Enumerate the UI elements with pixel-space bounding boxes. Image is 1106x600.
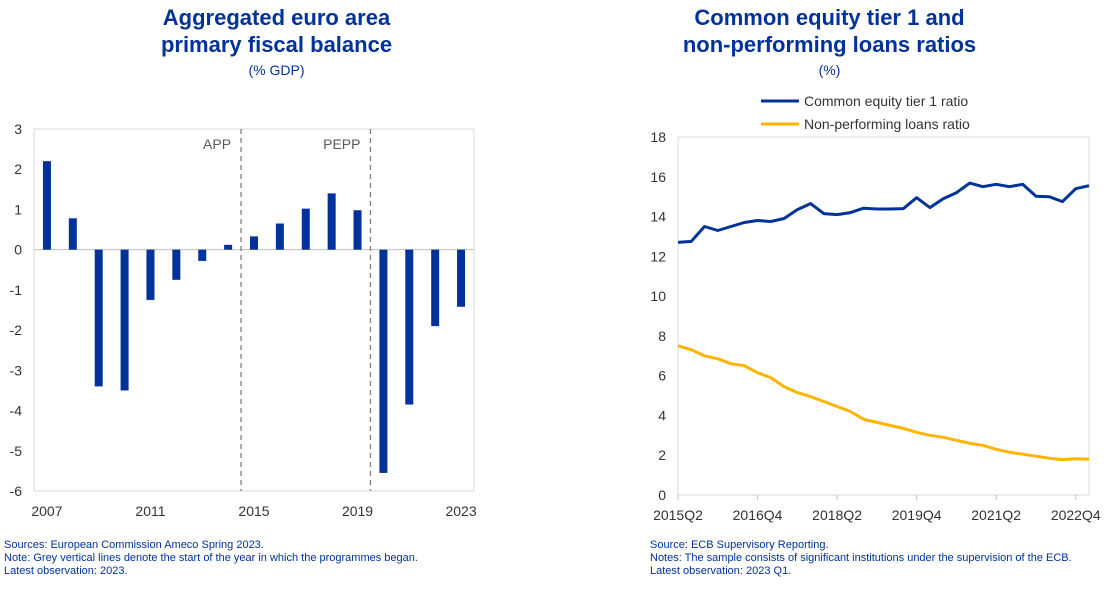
bar [353, 210, 362, 250]
right-chart-title: Common equity tier 1 and non-performing … [553, 4, 1106, 58]
bar [457, 249, 466, 307]
bar [275, 223, 284, 250]
y-tick-label: -4 [10, 403, 23, 419]
series-line [677, 344, 1090, 462]
fiscal-balance-bar-chart: 3 2 1 0 -1 -2 -3 -4 -5 -6 APP PEPP 2007 2011 2015 2019 2… [10, 121, 477, 519]
y-tick-label: 3 [14, 121, 22, 137]
legend-label: Common equity tier 1 ratio [804, 93, 968, 109]
bar [250, 236, 258, 250]
y-tick-label: -1 [10, 282, 23, 298]
left-title-line-2: primary fiscal balance [160, 32, 393, 57]
bar [68, 218, 77, 250]
y-tick-label: 0 [14, 242, 22, 258]
cet1-npl-panel: Common equity tier 1 and non-performing … [553, 0, 1106, 600]
x-tick-label: 2023 [445, 503, 476, 519]
bar [224, 244, 233, 250]
bar [405, 249, 414, 405]
x-tick-label: 2019 [342, 503, 373, 519]
y-tick-label: 2 [14, 161, 22, 177]
left-chart-title: Aggregated euro area primary fiscal bala… [0, 4, 553, 58]
y-tick-label: 4 [658, 407, 666, 423]
bar [301, 208, 310, 250]
right-note-notes: Notes: The sample consists of significan… [650, 552, 1072, 564]
bar [146, 249, 155, 300]
bar [42, 161, 51, 250]
plot-frame [33, 128, 475, 492]
series-line [677, 181, 1090, 244]
y-tick-label: 0 [658, 487, 666, 503]
right-chart-subtitle: (%) [818, 62, 841, 78]
y-tick-label: 14 [650, 209, 666, 225]
y-tick-label: 10 [650, 288, 666, 304]
left-title-line-1: Aggregated euro area [162, 5, 391, 30]
left-chart-subtitle: (% GDP) [248, 62, 305, 78]
right-title-line-1: Common equity tier 1 and [694, 5, 965, 30]
y-tick-label: 6 [658, 368, 666, 384]
x-tick-label: 2011 [135, 503, 165, 519]
right-note-source: Source: ECB Supervisory Reporting. [650, 539, 829, 551]
right-note-latest: Latest observation: 2023 Q1. [650, 565, 792, 577]
programme-label: APP [203, 136, 231, 152]
left-note-latest: Latest observation: 2023. [4, 565, 128, 577]
y-tick-label: -2 [10, 322, 23, 338]
y-tick-label: 8 [658, 328, 666, 344]
bar [172, 249, 181, 280]
y-tick-label: 12 [650, 248, 666, 264]
bar [379, 249, 388, 473]
x-tick-label: 2018Q2 [812, 507, 862, 523]
x-tick-label: 2019Q4 [892, 507, 942, 523]
left-chart-notes: Sources: European Commission Ameco Sprin… [4, 539, 549, 578]
y-tick-label: -6 [10, 483, 23, 499]
x-tick-label: 2021Q2 [971, 507, 1021, 523]
left-note-sources: Sources: European Commission Ameco Sprin… [4, 539, 264, 551]
y-tick-label: -3 [10, 362, 23, 378]
right-chart-notes: Source: ECB Supervisory Reporting. Notes… [650, 539, 1100, 578]
right-title-line-2: non-performing loans ratios [682, 32, 977, 57]
x-tick-label: 2007 [31, 503, 62, 519]
bar [327, 193, 336, 250]
bar [198, 249, 207, 261]
programme-label: PEPP [323, 136, 360, 152]
x-tick-label: 2015 [238, 503, 269, 519]
left-note-note: Note: Grey vertical lines denote the sta… [4, 552, 418, 564]
plot-frame [677, 136, 1090, 496]
bar [120, 249, 129, 391]
y-tick-label: 1 [14, 201, 22, 217]
y-tick-label: 16 [650, 169, 666, 185]
legend-label: Non-performing loans ratio [804, 116, 970, 132]
y-tick-label: -5 [10, 443, 23, 459]
y-tick-label: 18 [650, 129, 666, 145]
y-tick-label: 2 [658, 447, 666, 463]
x-tick-label: 2016Q4 [733, 507, 783, 523]
x-tick-label: 2015Q2 [653, 507, 703, 523]
bar [94, 249, 103, 387]
fiscal-balance-panel: Aggregated euro area primary fiscal bala… [0, 4, 553, 578]
x-tick-label: 2022Q4 [1051, 507, 1101, 523]
cet1-npl-line-chart: 18 16 14 12 10 8 6 4 2 0 2015Q2 2016Q4 2018Q2 2019Q4 2… [650, 93, 1101, 523]
bar [431, 249, 440, 327]
